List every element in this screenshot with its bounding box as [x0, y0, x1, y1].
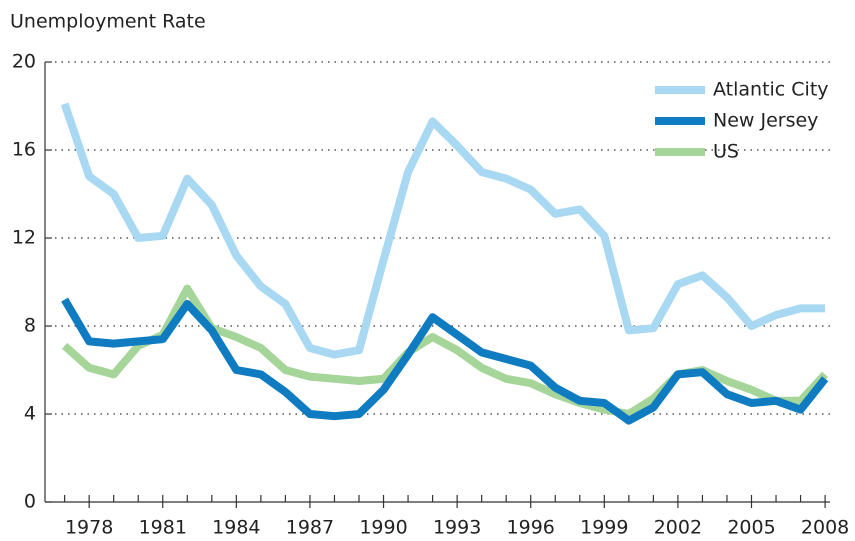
y-tick-label: 12: [12, 227, 36, 249]
x-tick-label: 1993: [433, 517, 481, 539]
y-tick-label: 8: [24, 315, 36, 337]
line-series: [61, 297, 829, 425]
x-tick-label: 2008: [801, 517, 849, 539]
y-tick-label: 4: [24, 403, 36, 425]
line-series: [60, 102, 826, 359]
x-tick-label: 1996: [507, 517, 555, 539]
line-series: [61, 284, 829, 418]
y-axis-title: Unemployment Rate: [10, 11, 206, 33]
x-tick-label: 1981: [139, 517, 187, 539]
legend-label: Atlantic City: [713, 79, 829, 101]
y-tick-label: 16: [12, 139, 36, 161]
x-tick-label: 1999: [580, 517, 628, 539]
legend-label: New Jersey: [713, 110, 818, 132]
x-tick-label: 1978: [65, 517, 113, 539]
x-tick-label: 2005: [727, 517, 775, 539]
y-tick-label: 0: [24, 491, 36, 513]
y-tick-label: 20: [12, 51, 36, 73]
x-tick-label: 2002: [654, 517, 702, 539]
x-tick-label: 1984: [212, 517, 260, 539]
x-tick-label: 1990: [359, 517, 407, 539]
x-tick-label: 1987: [286, 517, 334, 539]
legend-label: US: [713, 141, 739, 163]
